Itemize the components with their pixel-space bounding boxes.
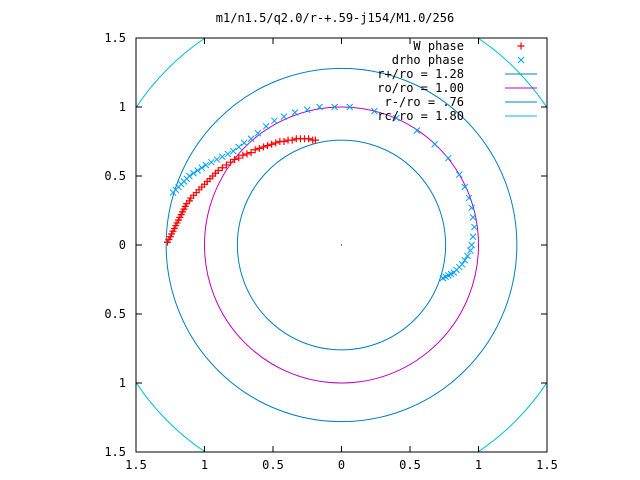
w-phase-point xyxy=(272,139,280,147)
w-phase-point xyxy=(243,150,251,158)
legend-label: drho phase xyxy=(392,53,464,67)
drho-phase-point xyxy=(207,158,215,166)
reference-circles xyxy=(136,38,547,452)
drho-phase-point xyxy=(471,223,478,231)
legend-marker xyxy=(517,56,525,64)
w-phase-point xyxy=(288,136,296,144)
drho-phase-point xyxy=(445,154,452,162)
w-phase-point xyxy=(231,155,239,163)
y-tick-label: 0 xyxy=(119,238,126,252)
legend-label: ro/ro = 1.00 xyxy=(377,81,464,95)
w-phase-point xyxy=(222,161,230,169)
y-tick-label: 1.5 xyxy=(104,31,126,45)
axis-ticks: 1.5 1 0.5 0 0.5 1 1.51.510.500.511.5 xyxy=(104,31,558,472)
legend-marker xyxy=(517,42,525,50)
drho-phase-point xyxy=(271,117,278,125)
drho-phase-point xyxy=(202,161,210,169)
x-tick-label: 0.5 xyxy=(262,458,284,472)
w-phase-point xyxy=(251,146,259,154)
drho-phase-point xyxy=(439,274,447,282)
y-tick-label: 1 xyxy=(119,100,126,114)
reference-circle xyxy=(165,67,518,423)
drho-phase-point xyxy=(235,143,243,151)
drho-phase-point xyxy=(392,114,400,122)
w-phase-point xyxy=(214,166,222,174)
drho-phase-point xyxy=(229,147,237,155)
drho-phase-point xyxy=(194,167,202,174)
drho-phase-point xyxy=(464,252,471,260)
drho-phase-point xyxy=(431,140,439,148)
drho-phase-point xyxy=(190,169,197,177)
drho-phase-point xyxy=(371,107,378,115)
drho-phase-point xyxy=(465,194,473,202)
w-phase-point xyxy=(264,142,272,150)
legend-label: r-/ro = .76 xyxy=(385,95,464,109)
x-tick-label: 1.5 xyxy=(125,458,147,472)
chart-title: m1/n1.5/q2.0/r-+.59-j154/M1.0/256 xyxy=(216,11,454,25)
drho-phase-point xyxy=(469,233,477,241)
drho-phase-point xyxy=(468,241,476,249)
drho-phase-point xyxy=(346,103,354,111)
drho-phase-point xyxy=(291,109,299,116)
drho-phase-point xyxy=(254,129,262,137)
w-phase-point xyxy=(311,136,319,144)
w-phase-point xyxy=(268,140,276,148)
drho-phase-point xyxy=(469,214,477,221)
drho-phase-point xyxy=(218,153,226,161)
y-tick-label: 0.5 xyxy=(104,307,126,321)
w-phase-point xyxy=(235,154,243,162)
legend-label: rc/ro = 1.80 xyxy=(377,109,464,123)
drho-phase-point xyxy=(303,106,311,114)
drho-phase-point xyxy=(468,204,476,212)
drho-phase-point xyxy=(455,171,463,178)
drho-phase-point xyxy=(213,156,221,163)
w-phase-point xyxy=(259,143,267,151)
y-tick-label: 0.5 xyxy=(104,169,126,183)
x-tick-label: 1.5 xyxy=(536,458,558,472)
drho-phase-point xyxy=(466,247,474,254)
drho-phase-point xyxy=(413,127,421,134)
x-tick-label: 0.5 xyxy=(399,458,421,472)
w-phase-point xyxy=(255,144,263,152)
drho-phase-point xyxy=(331,103,339,111)
reference-circle xyxy=(204,106,479,384)
w-phase-point xyxy=(227,158,235,166)
w-phase-point xyxy=(280,138,288,145)
drho-phase-point xyxy=(316,103,323,111)
y-tick-label: 1.5 xyxy=(104,445,126,459)
x-tick-label: 1 xyxy=(201,458,208,472)
origin-dot xyxy=(341,244,342,246)
drho-phase-point xyxy=(461,183,469,191)
drho-phase-point xyxy=(186,172,193,180)
drho-phase-point xyxy=(240,139,248,147)
y-tick-label: 1 xyxy=(119,376,126,390)
legend-label: r+/ro = 1.28 xyxy=(377,67,464,81)
drho-phase-point xyxy=(262,122,270,130)
reference-circle xyxy=(236,139,447,351)
drho-phase-point xyxy=(280,113,288,121)
w-phase-point xyxy=(305,135,313,143)
legend-label: W phase xyxy=(413,39,464,53)
drho-phase-point xyxy=(224,150,232,158)
drho-phase-point xyxy=(198,164,206,172)
w-phase-point xyxy=(218,164,226,172)
x-tick-label: 1 xyxy=(475,458,482,472)
drho-phase-point xyxy=(247,135,255,143)
w-phase-point xyxy=(247,149,255,157)
x-tick-label: 0 xyxy=(338,458,345,472)
drho-phase-point xyxy=(461,256,469,264)
w-phase-point xyxy=(239,151,247,159)
data-points xyxy=(164,103,478,282)
